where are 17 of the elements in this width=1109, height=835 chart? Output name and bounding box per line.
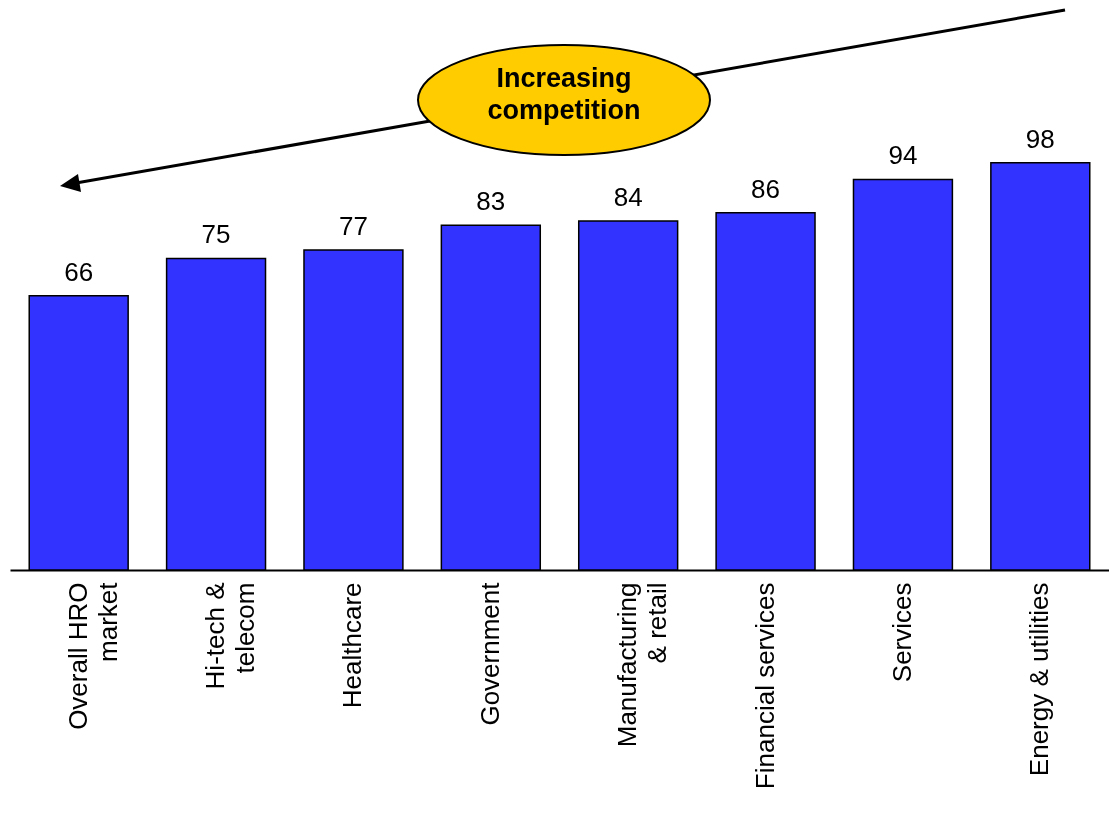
data-label: 86 — [751, 173, 781, 204]
x-tick-label: Government — [474, 581, 505, 726]
x-tick-label: Financial services — [749, 582, 780, 790]
x-tick-label: Services — [886, 582, 917, 683]
x-tick-label: Healthcare — [337, 582, 368, 709]
data-label: 94 — [888, 140, 918, 171]
data-label: 77 — [338, 211, 368, 242]
text: Increasing competition — [486, 62, 642, 126]
data-label: 84 — [613, 182, 643, 213]
x-tick-label: Manufacturing & retail — [612, 582, 673, 748]
data-label: 66 — [64, 256, 94, 287]
x-tick-label: Energy & utilities — [1024, 582, 1055, 777]
x-tick-label: Overall HRO market — [62, 581, 123, 730]
data-label: 83 — [476, 186, 506, 217]
x-tick-label: Hi-tech & telecom — [200, 582, 261, 690]
data-label: 75 — [201, 219, 231, 250]
data-label: 98 — [1025, 123, 1055, 154]
